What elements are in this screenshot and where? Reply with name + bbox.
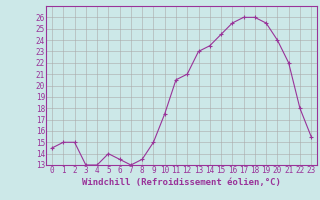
X-axis label: Windchill (Refroidissement éolien,°C): Windchill (Refroidissement éolien,°C)	[82, 178, 281, 187]
